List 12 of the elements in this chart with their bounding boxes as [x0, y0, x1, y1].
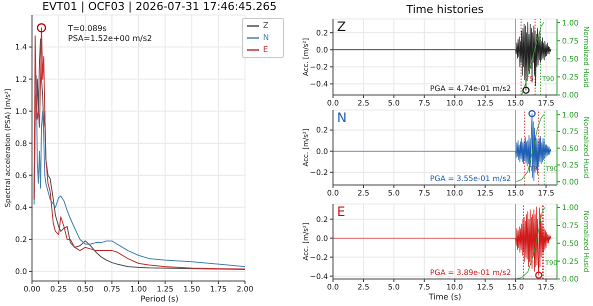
x-axis-title: Period (s): [140, 294, 178, 304]
x-axis-title: Time (s): [428, 292, 462, 302]
annotation: T=0.089s: [68, 24, 108, 34]
legend-label: Z: [263, 21, 268, 30]
legend-label: E: [263, 45, 268, 54]
annotation: Z: [337, 20, 346, 35]
annotation: E: [337, 205, 346, 220]
chart-title: Time histories: [405, 3, 485, 16]
legend-label: N: [263, 33, 269, 42]
annotation: N: [337, 111, 347, 126]
annotation: PSA=1.52e+00 m/s2: [68, 34, 152, 44]
chart-title: EVT01 | OCF03 | 2026-07-31 17:46:45.265: [41, 0, 278, 13]
